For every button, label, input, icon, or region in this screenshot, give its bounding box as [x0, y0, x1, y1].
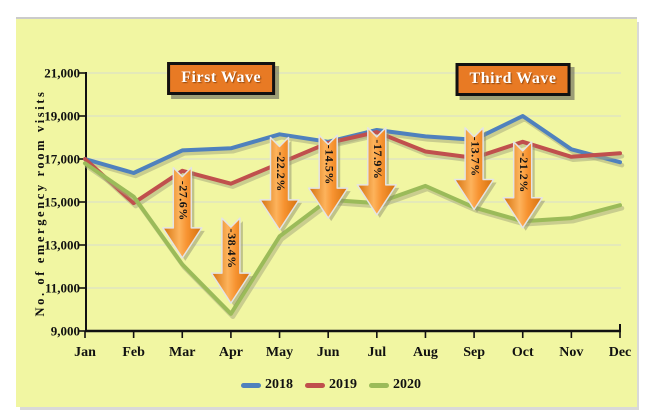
x-tick-label: Nov	[559, 345, 583, 360]
decline-arrow-label-Apr: -38.4%	[225, 229, 239, 269]
first-wave-annotation: First Wave	[167, 62, 276, 95]
y-tick-label: 13,000	[44, 238, 80, 253]
decline-arrow-Apr	[210, 217, 252, 304]
series-lines	[83, 114, 625, 320]
legend-label-2020: 2020	[393, 377, 421, 392]
legend-swatch-2020	[369, 382, 389, 388]
x-axis-month-labels: Jan Feb Mar Apr May Jun Jul Aug Sep Oct Nov Dec	[74, 345, 631, 360]
first-wave-text: First Wave	[181, 69, 262, 86]
x-tick-label: Jan	[74, 345, 96, 360]
y-axis-title: No. of emergency room visits	[33, 89, 47, 316]
decline-arrow-Mar	[162, 166, 203, 259]
legend-label-2018: 2018	[265, 377, 293, 392]
decline-arrow-Sep	[453, 127, 495, 211]
y-tick-label: 21,000	[44, 66, 80, 81]
y-tick-label: 15,000	[44, 195, 80, 210]
y-tick-label: 19,000	[44, 109, 80, 124]
decline-arrow-May	[259, 136, 300, 231]
y-tick-label: 11,000	[45, 281, 80, 296]
x-tick-label: Apr	[219, 345, 243, 360]
decline-arrow-label-Mar: -27.6%	[177, 181, 191, 221]
decline-arrow-Jun	[307, 134, 349, 219]
axes	[79, 72, 621, 338]
x-tick-label: Sep	[463, 345, 485, 360]
x-tick-label: Dec	[609, 345, 632, 360]
x-tick-label: May	[266, 345, 293, 360]
chart-legend: 2018 2019 2020	[0, 377, 662, 393]
decline-arrow-Oct	[502, 141, 543, 229]
decline-arrows: -27.6% -38.4% -22.2% -14.5% -17.9% -13.7% -21.…	[162, 127, 546, 307]
decline-arrow-Jul	[356, 127, 398, 216]
x-tick-label: Oct	[512, 345, 534, 360]
third-wave-annotation: Third Wave	[455, 63, 571, 96]
x-tick-label: Feb	[122, 345, 145, 360]
y-axis-tick-labels: 9,000 11,000 13,000 15,000 17,000 19,000 21,00…	[44, 66, 80, 339]
decline-arrow-label-Oct: -21.2%	[517, 153, 531, 193]
decline-arrow-label-Jul: -17.9%	[371, 139, 385, 179]
x-tick-label: Jun	[317, 345, 340, 360]
x-tick-label: Mar	[169, 345, 195, 360]
legend-item-2020: 2020	[369, 377, 421, 393]
legend-label-2019: 2019	[329, 377, 357, 392]
x-tick-label: Aug	[413, 345, 438, 360]
legend-swatch-2018	[241, 382, 261, 388]
decline-arrow-label-May: -22.2%	[274, 152, 288, 192]
x-tick-label: Jul	[367, 345, 386, 360]
decline-arrow-label-Sep: -13.7%	[468, 137, 482, 177]
legend-swatch-2019	[305, 382, 325, 388]
decline-arrow-label-Jun: -14.5%	[322, 145, 336, 185]
legend-item-2018: 2018	[241, 377, 293, 393]
third-wave-text: Third Wave	[469, 70, 557, 87]
legend-item-2019: 2019	[305, 377, 357, 393]
y-tick-label: 9,000	[51, 324, 80, 339]
y-tick-label: 17,000	[44, 152, 80, 167]
